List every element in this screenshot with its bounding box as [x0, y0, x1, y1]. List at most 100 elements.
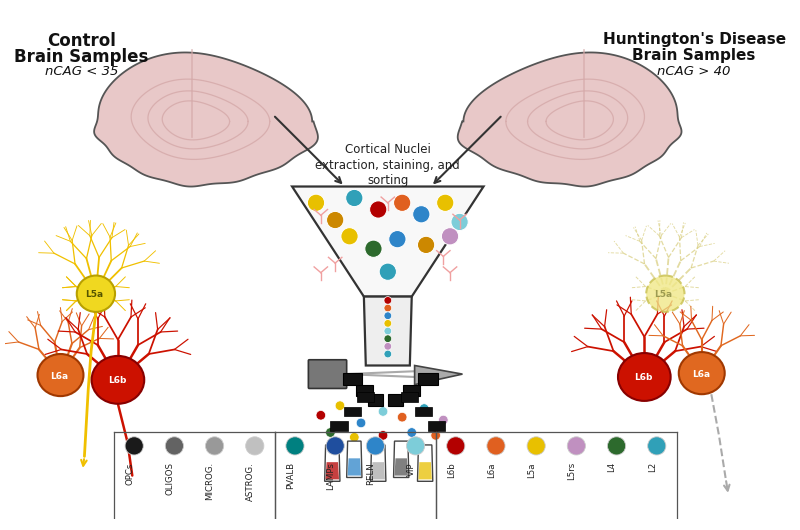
Polygon shape	[292, 187, 483, 297]
Text: L6a: L6a	[487, 462, 496, 478]
Circle shape	[384, 320, 392, 327]
Text: Cortical Nuclei: Cortical Nuclei	[345, 144, 430, 156]
Circle shape	[527, 437, 546, 455]
Text: nCAG < 35: nCAG < 35	[45, 65, 118, 78]
Circle shape	[370, 201, 387, 218]
Polygon shape	[388, 394, 403, 405]
Ellipse shape	[678, 352, 725, 394]
Text: L6b: L6b	[108, 376, 126, 385]
Polygon shape	[394, 441, 409, 478]
FancyBboxPatch shape	[330, 421, 348, 430]
FancyBboxPatch shape	[414, 407, 432, 416]
Polygon shape	[325, 445, 340, 481]
Circle shape	[246, 437, 264, 455]
Circle shape	[378, 430, 388, 440]
Text: Huntington's Disease: Huntington's Disease	[602, 32, 786, 47]
Circle shape	[326, 437, 344, 455]
Circle shape	[607, 437, 626, 455]
Text: L5a: L5a	[654, 290, 673, 299]
Circle shape	[384, 312, 392, 320]
Polygon shape	[418, 445, 433, 481]
Polygon shape	[403, 385, 420, 396]
Circle shape	[356, 418, 366, 428]
Circle shape	[326, 428, 335, 437]
Circle shape	[442, 228, 458, 245]
Ellipse shape	[91, 356, 144, 404]
Circle shape	[384, 297, 392, 304]
Circle shape	[413, 206, 430, 223]
Circle shape	[166, 437, 183, 455]
Text: L5a: L5a	[527, 462, 536, 478]
Polygon shape	[94, 52, 318, 187]
Circle shape	[384, 335, 392, 342]
Circle shape	[487, 437, 505, 455]
Text: Control: Control	[47, 32, 116, 50]
Polygon shape	[326, 462, 339, 480]
Polygon shape	[458, 52, 682, 187]
Circle shape	[437, 194, 454, 211]
Text: L4: L4	[607, 462, 617, 472]
Circle shape	[365, 240, 382, 258]
Circle shape	[326, 211, 344, 228]
FancyBboxPatch shape	[402, 392, 418, 402]
Circle shape	[335, 401, 345, 410]
Polygon shape	[364, 297, 412, 366]
Circle shape	[446, 437, 465, 455]
Text: Brain Samples: Brain Samples	[632, 48, 756, 63]
Text: ASTROG.: ASTROG.	[246, 462, 254, 501]
Polygon shape	[356, 385, 374, 396]
Ellipse shape	[77, 276, 115, 312]
Text: L6b: L6b	[634, 374, 653, 383]
FancyBboxPatch shape	[308, 360, 346, 388]
Polygon shape	[348, 458, 361, 475]
Circle shape	[346, 189, 363, 207]
Polygon shape	[394, 458, 408, 475]
Circle shape	[366, 437, 385, 455]
Text: Brain Samples: Brain Samples	[14, 48, 149, 66]
Ellipse shape	[618, 353, 670, 401]
Circle shape	[419, 404, 429, 413]
FancyBboxPatch shape	[428, 421, 446, 430]
Circle shape	[431, 430, 441, 440]
Polygon shape	[368, 394, 383, 405]
FancyBboxPatch shape	[357, 392, 374, 402]
Text: L2: L2	[648, 462, 657, 472]
Circle shape	[316, 410, 326, 420]
Circle shape	[406, 437, 425, 455]
Text: MICROG.: MICROG.	[206, 462, 214, 500]
Circle shape	[341, 228, 358, 245]
Circle shape	[398, 412, 407, 422]
Circle shape	[350, 432, 359, 442]
Text: nCAG > 40: nCAG > 40	[658, 65, 730, 78]
Circle shape	[389, 231, 406, 248]
Circle shape	[206, 437, 224, 455]
Circle shape	[567, 437, 586, 455]
Text: OLIGOS: OLIGOS	[166, 462, 174, 495]
Text: PVALB: PVALB	[286, 462, 295, 489]
Circle shape	[378, 407, 388, 416]
Circle shape	[394, 194, 410, 211]
Text: L6a: L6a	[692, 369, 710, 378]
Polygon shape	[414, 366, 462, 385]
Circle shape	[451, 213, 468, 231]
Circle shape	[286, 437, 304, 455]
Circle shape	[384, 342, 392, 350]
Polygon shape	[371, 462, 385, 480]
Circle shape	[379, 263, 397, 280]
FancyBboxPatch shape	[344, 407, 361, 416]
Text: sorting: sorting	[367, 174, 409, 187]
Polygon shape	[418, 373, 438, 385]
Polygon shape	[346, 441, 362, 478]
Circle shape	[407, 428, 417, 437]
Circle shape	[384, 304, 392, 312]
Text: L6b: L6b	[446, 462, 456, 478]
Text: L6a: L6a	[50, 372, 69, 381]
Polygon shape	[418, 462, 432, 480]
Text: L5rs: L5rs	[567, 462, 576, 480]
Text: VIP: VIP	[406, 462, 415, 475]
Circle shape	[384, 350, 392, 358]
Polygon shape	[370, 445, 386, 481]
Text: OPCs: OPCs	[125, 462, 134, 484]
Circle shape	[307, 194, 325, 211]
Circle shape	[125, 437, 143, 455]
